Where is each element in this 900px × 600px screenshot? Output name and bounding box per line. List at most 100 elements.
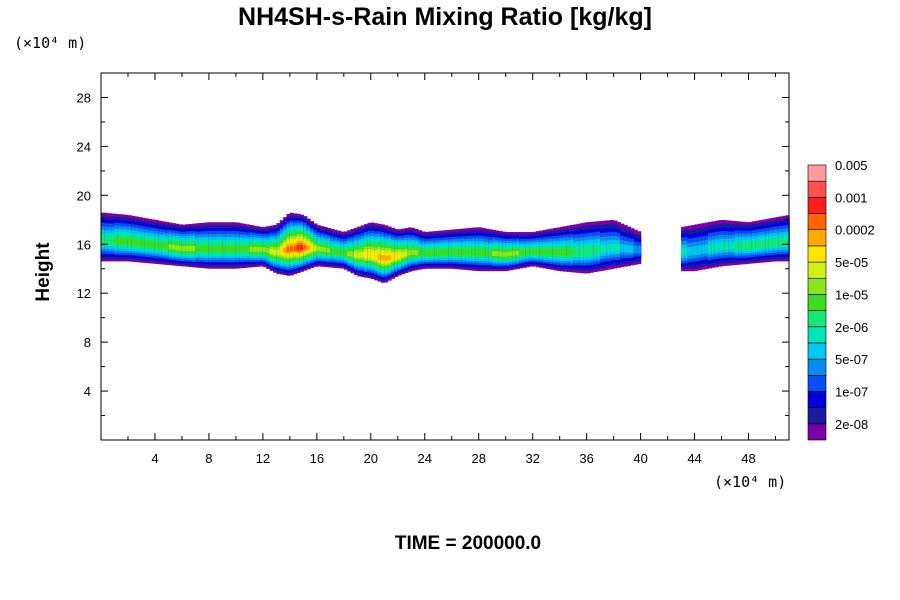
field-cell xyxy=(758,241,763,248)
field-cell xyxy=(219,245,224,252)
field-cell xyxy=(421,250,426,256)
field-cell xyxy=(357,252,362,258)
x-tick-label: 44 xyxy=(687,451,701,466)
y-tick-label: 12 xyxy=(77,286,91,301)
data-field xyxy=(101,212,790,283)
x-unit-label: (×10⁴ m) xyxy=(714,473,786,491)
field-cell xyxy=(745,242,750,249)
field-cell xyxy=(536,249,541,255)
field-cell xyxy=(175,245,180,251)
field-cell xyxy=(738,242,743,250)
field-cell xyxy=(215,245,220,252)
field-cell xyxy=(630,245,635,253)
field-cell xyxy=(401,252,406,258)
field-cell xyxy=(387,255,392,260)
y-tick-label: 28 xyxy=(77,90,91,105)
field-cell xyxy=(532,249,537,254)
field-cell xyxy=(235,245,240,252)
y-tick-label: 16 xyxy=(77,237,91,252)
field-cell xyxy=(748,242,753,249)
field-cell xyxy=(515,250,520,256)
field-cell xyxy=(458,249,463,255)
field-cell xyxy=(731,242,736,250)
field-cell xyxy=(522,250,527,255)
field-cell xyxy=(232,245,237,252)
field-cell xyxy=(471,249,476,255)
field-cell xyxy=(252,246,257,252)
field-cell xyxy=(316,246,321,252)
field-cell xyxy=(613,243,618,252)
field-cell xyxy=(360,252,365,258)
field-cell xyxy=(741,242,746,250)
colorbar-label: 0.005 xyxy=(835,158,868,173)
field-cell xyxy=(104,236,109,245)
field-cell xyxy=(637,245,642,254)
field-cell xyxy=(181,245,186,251)
field-cell xyxy=(600,245,605,254)
colorbar-swatch xyxy=(807,277,827,295)
field-cell xyxy=(171,244,176,250)
field-cell xyxy=(505,251,510,257)
field-cell xyxy=(478,249,483,256)
field-cell xyxy=(212,245,217,252)
field-cell xyxy=(111,237,116,245)
field-cell xyxy=(391,254,396,260)
field-cell xyxy=(353,252,358,258)
chart-title: NH4SH-s-Rain Mixing Ratio [kg/kg] xyxy=(238,3,652,31)
field-cell xyxy=(394,254,399,259)
field-cell xyxy=(509,251,514,257)
colorbar-label: 2e-06 xyxy=(835,320,868,335)
field-cell xyxy=(468,249,473,255)
field-cell xyxy=(367,251,372,258)
field-cell xyxy=(701,244,706,254)
field-cell xyxy=(559,249,564,256)
field-cell xyxy=(293,245,298,251)
field-cell xyxy=(407,250,412,256)
x-tick-label: 48 xyxy=(741,451,755,466)
field-cell xyxy=(242,246,247,252)
field-cell xyxy=(434,250,439,255)
field-cell xyxy=(256,246,261,252)
colorbar: 2e-08 1e-07 5e-07 2e-06 1e-05 5e-05 0.0002 0.00… xyxy=(807,158,875,441)
field-cell xyxy=(411,249,416,255)
field-cell xyxy=(188,245,193,252)
field-cell xyxy=(269,249,274,254)
x-tick-label: 24 xyxy=(418,451,432,466)
x-tick-label: 8 xyxy=(205,451,212,466)
field-cell xyxy=(138,239,143,246)
time-label: TIME = 200000.0 xyxy=(395,533,541,554)
field-cell xyxy=(276,249,281,255)
field-cell xyxy=(552,249,557,255)
field-cell xyxy=(127,238,132,245)
field-cell xyxy=(101,236,105,244)
field-cell xyxy=(131,239,136,246)
field-cell xyxy=(556,249,561,256)
field-cell xyxy=(691,246,696,256)
colorbar-swatch xyxy=(807,294,827,311)
field-cell xyxy=(596,246,601,254)
colorbar-swatch xyxy=(807,423,827,441)
field-cell xyxy=(313,245,318,251)
field-cell xyxy=(225,245,230,252)
field-cell xyxy=(259,247,264,252)
field-cell xyxy=(735,242,740,250)
field-cell xyxy=(370,252,375,258)
field-cell xyxy=(718,242,723,251)
field-cell xyxy=(755,241,760,248)
colorbar-swatch xyxy=(807,245,827,263)
y-tick-label: 20 xyxy=(77,188,91,203)
field-cell xyxy=(279,248,284,254)
x-tick-label: 40 xyxy=(633,451,647,466)
field-cell xyxy=(465,249,470,255)
field-cell xyxy=(441,249,446,255)
field-cell xyxy=(330,248,335,254)
field-cell xyxy=(451,249,456,255)
field-cell xyxy=(121,238,126,245)
field-cell xyxy=(488,250,493,256)
field-cell xyxy=(299,245,304,250)
field-cell xyxy=(377,254,382,260)
colorbar-swatch xyxy=(807,197,827,214)
field-cell xyxy=(563,249,568,256)
colorbar-swatch xyxy=(807,342,827,360)
field-cell xyxy=(195,245,200,252)
